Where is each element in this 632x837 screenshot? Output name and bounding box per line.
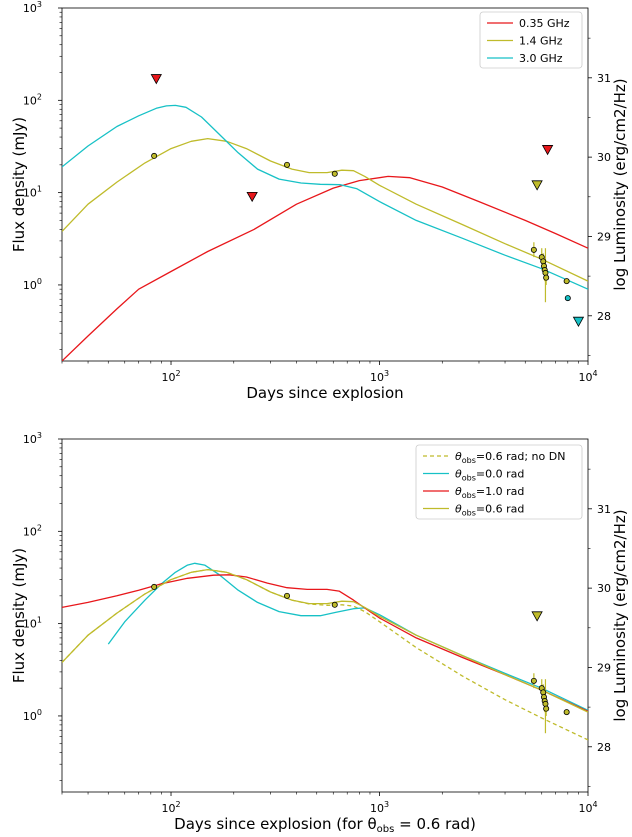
upper-limit-marker — [150, 74, 162, 85]
y-tick-label: 102 — [23, 92, 42, 107]
legend-label: 3.0 GHz — [519, 52, 563, 65]
y2-tick-label: 29 — [597, 661, 611, 674]
y-tick-label: 101 — [23, 616, 42, 631]
detection-point — [284, 161, 291, 168]
y2-axis-label: log Luminosity (erg/cm2/Hz) — [611, 78, 629, 290]
detection-point — [563, 709, 570, 716]
legend-frame — [415, 444, 583, 520]
upper-limit-marker — [531, 611, 543, 622]
y2-tick-label: 30 — [597, 151, 611, 164]
y-axis-label: Flux density (mJy) — [10, 117, 28, 252]
series-line-1 — [62, 175, 588, 361]
detection-point — [543, 274, 550, 281]
detection-point — [564, 295, 571, 302]
legend-frame — [479, 11, 583, 69]
chart-1: 102 103 104 100 101 102 103 28 29 30 31 Days since … — [10, 0, 629, 402]
y2-tick-label: 29 — [597, 230, 611, 243]
x-axis-label: Days since explosion (for θobs = 0.6 rad… — [174, 815, 476, 835]
y-tick-label: 103 — [23, 431, 42, 446]
detection-point — [530, 246, 537, 253]
x-tick-label: 102 — [161, 369, 180, 384]
x-tick-label: 103 — [370, 800, 389, 815]
y2-tick-label: 28 — [597, 741, 611, 754]
chart-2: 102 103 104 100 101 102 103 28 29 30 31 Days since … — [10, 431, 629, 835]
detection-point — [543, 705, 550, 712]
series-line-4 — [62, 568, 588, 713]
detection-point — [151, 583, 158, 590]
upper-limit-marker — [531, 180, 543, 191]
series-line-2 — [107, 562, 588, 711]
plot-frame — [61, 7, 589, 362]
y2-tick-label: 31 — [597, 503, 611, 516]
series-line-3 — [62, 574, 588, 712]
y2-axis-label: log Luminosity (erg/cm2/Hz) — [611, 509, 629, 721]
y-tick-label: 101 — [23, 185, 42, 200]
legend-label: θobs=0.6 rad; no DN — [455, 450, 565, 465]
y-tick-label: 103 — [23, 0, 42, 15]
legend: θobs=0.6 rad; no DN θobs=0.0 rad θobs=1.0 … — [415, 444, 583, 520]
x-tick-label: 102 — [161, 800, 180, 815]
y-tick-label: 100 — [23, 277, 42, 292]
x-tick-label: 104 — [578, 369, 597, 384]
detection-point — [530, 677, 537, 684]
upper-limit-marker — [572, 316, 585, 328]
plot-area — [62, 562, 588, 741]
plot-area — [62, 74, 588, 361]
upper-limit-marker — [246, 191, 258, 203]
legend-label: θobs=0.6 rad — [455, 503, 524, 518]
x-axis-label: Days since explosion — [246, 384, 403, 402]
detection-point — [331, 601, 338, 608]
y2-tick-label: 28 — [597, 310, 611, 323]
y-tick-label: 100 — [23, 708, 42, 723]
plot-frame — [61, 438, 589, 793]
upper-limit-marker — [541, 145, 554, 156]
detection-point — [331, 170, 338, 177]
y2-tick-label: 30 — [597, 582, 611, 595]
y2-tick-label: 31 — [597, 72, 611, 85]
y-tick-label: 102 — [23, 523, 42, 538]
legend: 0.35 GHz 1.4 GHz 3.0 GHz — [479, 11, 583, 69]
x-tick-label: 104 — [578, 800, 597, 815]
legend-label: θobs=0.0 rad — [455, 468, 524, 483]
detection-point — [151, 152, 158, 159]
legend-label: 0.35 GHz — [519, 17, 570, 30]
legend-label: 1.4 GHz — [519, 35, 563, 48]
detection-point — [563, 278, 570, 285]
series-line-2 — [62, 137, 588, 282]
x-tick-label: 103 — [370, 369, 389, 384]
series-line-3 — [62, 104, 588, 290]
legend-label: θobs=1.0 rad — [455, 485, 524, 500]
detection-point — [284, 592, 291, 599]
y-axis-label: Flux density (mJy) — [10, 548, 28, 683]
series-line-1 — [62, 568, 588, 741]
